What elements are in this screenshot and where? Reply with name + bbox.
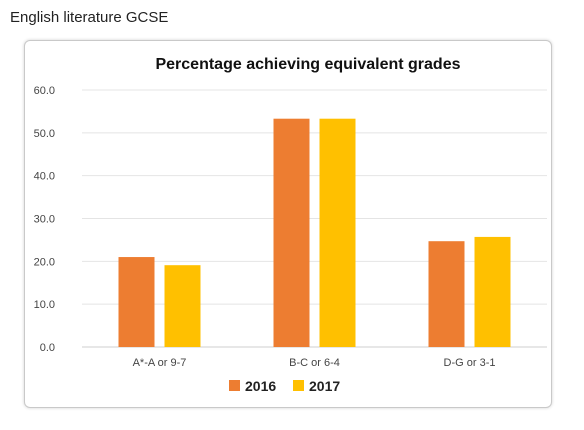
bar-2017 [474,236,511,347]
legend-label: 2016 [245,378,276,394]
bar-2016 [428,241,465,347]
x-tick-label: A*-A or 9-7 [133,357,187,369]
x-axis-tick-labels: A*-A or 9-7 B-C or 6-4 D-G or 3-1 [133,357,496,369]
gridlines [82,89,547,348]
legend-swatch [293,380,304,391]
y-tick-label: 30.0 [34,214,55,226]
page-heading: English literature GCSE [10,9,169,26]
y-axis-tick-labels: 0.0 10.0 20.0 30.0 40.0 50.0 60.0 [34,85,55,354]
bar-2016 [118,257,155,347]
bar-2016 [273,118,310,347]
chart-card: Percentage achieving equivalent grades 0… [24,40,552,408]
y-tick-label: 10.0 [34,299,55,311]
bar-2017 [164,265,201,347]
y-tick-label: 60.0 [34,85,55,97]
x-tick-label: D-G or 3-1 [444,357,496,369]
y-tick-label: 0.0 [40,342,55,354]
y-tick-label: 40.0 [34,171,55,183]
y-tick-label: 50.0 [34,128,55,140]
y-tick-label: 20.0 [34,256,55,268]
bar-chart: Percentage achieving equivalent grades 0… [34,56,547,394]
legend: 2016 2017 [229,378,340,394]
chart-title: Percentage achieving equivalent grades [155,56,460,73]
bar-2017 [319,118,356,347]
legend-label: 2017 [309,378,340,394]
x-tick-label: B-C or 6-4 [289,357,340,369]
bars [118,118,511,347]
legend-swatch [229,380,240,391]
